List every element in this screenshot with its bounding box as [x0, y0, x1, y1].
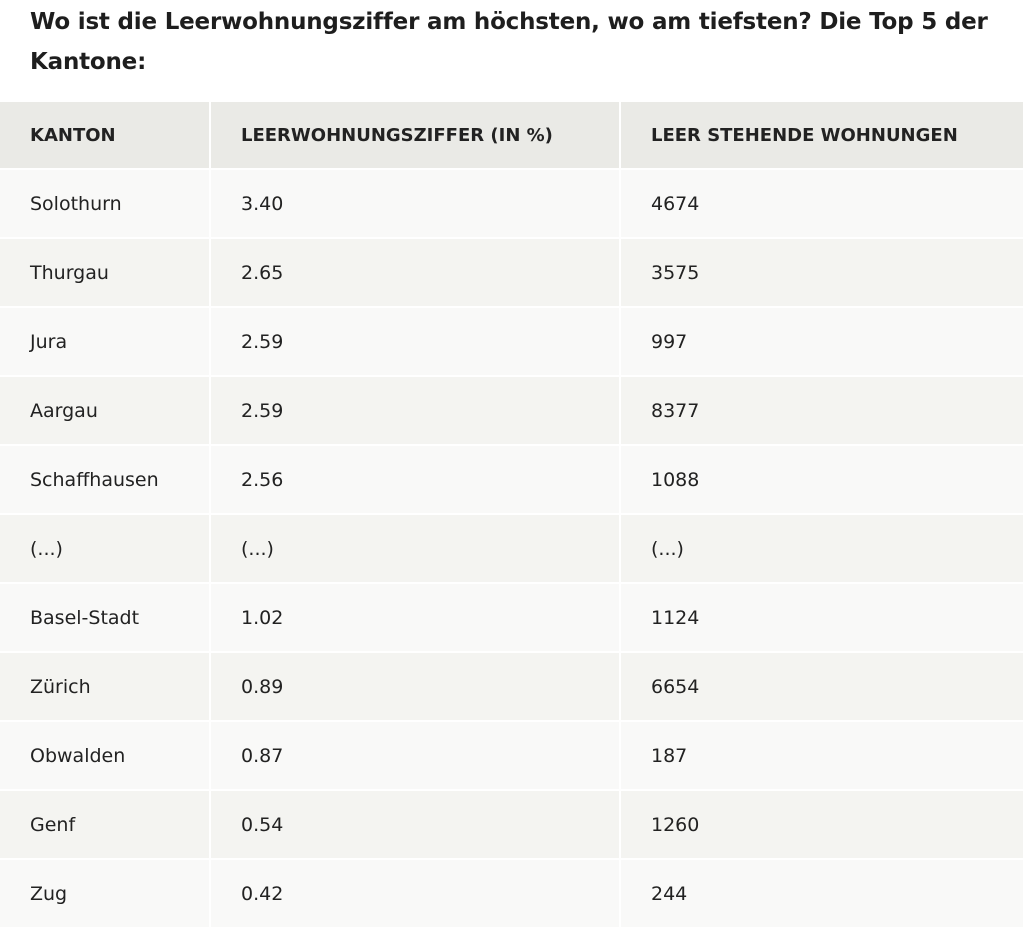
cell-count: 6654 — [619, 651, 1024, 722]
table-title: Wo ist die Leerwohnungsziffer am höchste… — [30, 9, 988, 75]
cell-kanton: Schaffhausen — [0, 444, 211, 515]
cell-kanton: (...) — [0, 513, 211, 584]
cell-count: 4674 — [619, 168, 1024, 239]
cell-rate: (...) — [209, 513, 621, 584]
cell-count: (...) — [619, 513, 1024, 584]
table-row: Zürich 0.89 6654 — [0, 651, 1024, 722]
cell-kanton: Genf — [0, 789, 211, 860]
table-row: Genf 0.54 1260 — [0, 789, 1024, 860]
cell-kanton: Obwalden — [0, 720, 211, 791]
cell-kanton: Jura — [0, 306, 211, 377]
cell-count: 244 — [619, 858, 1024, 929]
cell-rate: 2.65 — [209, 237, 621, 308]
cell-kanton: Zug — [0, 858, 211, 929]
table-row: Schaffhausen 2.56 1088 — [0, 444, 1024, 515]
cell-rate: 2.59 — [209, 375, 621, 446]
cell-rate: 0.89 — [209, 651, 621, 722]
cell-kanton: Solothurn — [0, 168, 211, 239]
cell-count: 1124 — [619, 582, 1024, 653]
cell-kanton: Thurgau — [0, 237, 211, 308]
table-row: Obwalden 0.87 187 — [0, 720, 1024, 791]
cell-kanton: Basel-Stadt — [0, 582, 211, 653]
header-leerwohnungsziffer: LEERWOHNUNGSZIFFER (IN %) — [209, 100, 621, 170]
cantons-table: KANTON LEERWOHNUNGSZIFFER (IN %) LEER ST… — [0, 100, 1024, 929]
header-kanton: KANTON — [0, 100, 211, 170]
cell-rate: 0.87 — [209, 720, 621, 791]
cell-rate: 2.56 — [209, 444, 621, 515]
cell-count: 8377 — [619, 375, 1024, 446]
table-row: Thurgau 2.65 3575 — [0, 237, 1024, 308]
table-row: Aargau 2.59 8377 — [0, 375, 1024, 446]
cell-rate: 0.42 — [209, 858, 621, 929]
table-row: Zug 0.42 244 — [0, 858, 1024, 929]
table-row: Basel-Stadt 1.02 1124 — [0, 582, 1024, 653]
cell-rate: 0.54 — [209, 789, 621, 860]
cell-rate: 2.59 — [209, 306, 621, 377]
table-row: Jura 2.59 997 — [0, 306, 1024, 377]
table-row: (...) (...) (...) — [0, 513, 1024, 584]
cell-rate: 3.40 — [209, 168, 621, 239]
cell-count: 997 — [619, 306, 1024, 377]
cell-count: 1260 — [619, 789, 1024, 860]
header-leer-stehende-wohnungen: LEER STEHENDE WOHNUNGEN — [619, 100, 1024, 170]
cell-count: 3575 — [619, 237, 1024, 308]
cell-kanton: Zürich — [0, 651, 211, 722]
cell-count: 1088 — [619, 444, 1024, 515]
cell-kanton: Aargau — [0, 375, 211, 446]
table-row: Solothurn 3.40 4674 — [0, 168, 1024, 239]
cell-rate: 1.02 — [209, 582, 621, 653]
table-header-row: KANTON LEERWOHNUNGSZIFFER (IN %) LEER ST… — [0, 100, 1024, 170]
cell-count: 187 — [619, 720, 1024, 791]
